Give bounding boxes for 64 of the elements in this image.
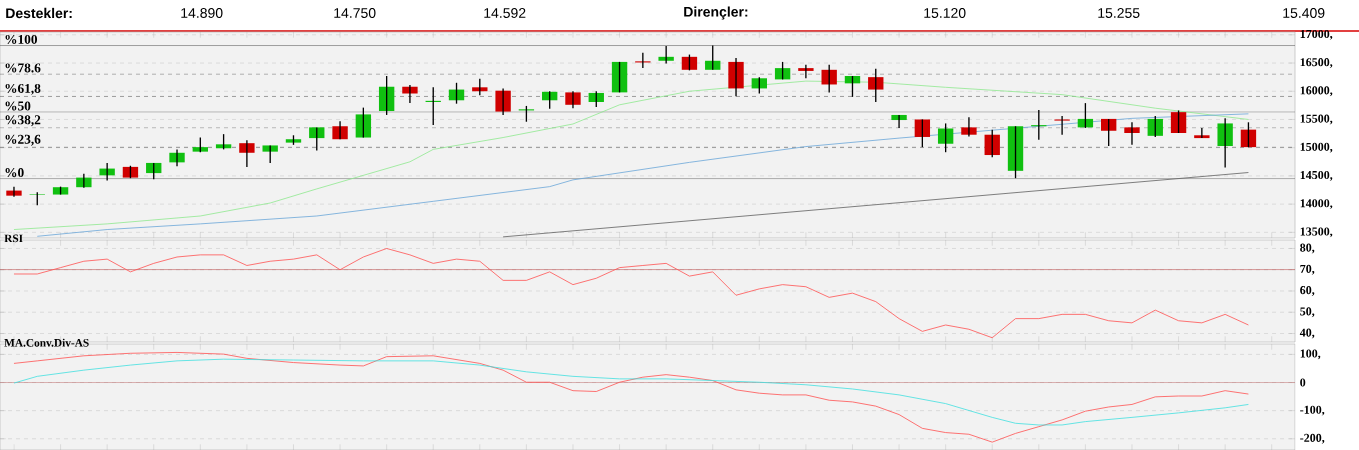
chart-title: MA.Conv.Div-AS (4, 338, 89, 347)
text: 14.592 (484, 8, 526, 18)
line-series (13, 352, 1249, 443)
y-tick-label: 14500, (1300, 170, 1333, 181)
candlestick (1101, 118, 1117, 147)
y-tick-label: 60, (1300, 286, 1315, 296)
candlestick (495, 87, 511, 116)
text: Destekler: (6, 7, 72, 19)
y-tick-label: 70, (1300, 264, 1315, 275)
candlestick (984, 128, 1000, 158)
candlestick (378, 75, 395, 116)
candlestick (1054, 115, 1070, 136)
annotation: %100 (5, 34, 38, 44)
y-tick-label: -100, (1300, 405, 1325, 416)
y-tick-label: 80, (1300, 243, 1315, 254)
y-tick-label: 15500, (1300, 114, 1333, 125)
y-tick-label: 100, (1300, 349, 1321, 360)
candlestick (1217, 117, 1233, 169)
annotation: %23,6 (5, 134, 41, 146)
line-series (13, 248, 1249, 339)
line-series (13, 358, 1249, 426)
candlestick (355, 106, 372, 139)
candlestick (6, 185, 22, 198)
candlestick (891, 114, 907, 129)
candlestick (611, 61, 628, 94)
candlestick (961, 116, 977, 138)
y-tick-label: 16000, (1300, 86, 1333, 97)
candlestick (798, 64, 814, 79)
chart-title: RSI (4, 234, 23, 243)
candlestick (705, 44, 721, 71)
y-tick-label: 13500, (1300, 227, 1333, 238)
y-tick-label: 50, (1300, 307, 1315, 318)
text: Dirençler: (684, 6, 748, 20)
y-tick-label: 15000, (1300, 142, 1333, 153)
text: 14.890 (181, 8, 223, 18)
candlestick (1194, 127, 1210, 139)
candlestick (309, 126, 325, 152)
text: 15.409 (1283, 8, 1325, 18)
candlestick (658, 45, 674, 65)
annotation: %61,8 (5, 83, 41, 95)
annotation: %38,2 (5, 115, 41, 127)
candlestick (402, 84, 418, 104)
y-tick-label: 0 (1300, 378, 1306, 387)
candlestick (1124, 121, 1140, 146)
candlestick (1007, 125, 1024, 179)
y-tick-label: -200, (1300, 433, 1325, 444)
text: 15.120 (924, 8, 966, 18)
y-tick-label: 16500, (1300, 58, 1333, 68)
y-tick-label: 17000, (1300, 29, 1333, 40)
text: 14.750 (334, 8, 376, 18)
candlestick (565, 90, 581, 109)
candlestick (937, 122, 954, 153)
candlestick (1147, 115, 1163, 138)
annotation: %78.6 (5, 63, 41, 73)
candlestick (1170, 109, 1187, 134)
y-tick-label: 14000, (1300, 199, 1333, 210)
text: 15.255 (1098, 8, 1140, 18)
candlestick (332, 120, 348, 140)
annotation: %50 (5, 101, 31, 111)
annotation: %0 (5, 168, 24, 178)
candlestick (914, 118, 931, 148)
candlestick (239, 139, 255, 168)
candlestick (868, 68, 884, 103)
y-tick-label: 40, (1299, 328, 1315, 339)
